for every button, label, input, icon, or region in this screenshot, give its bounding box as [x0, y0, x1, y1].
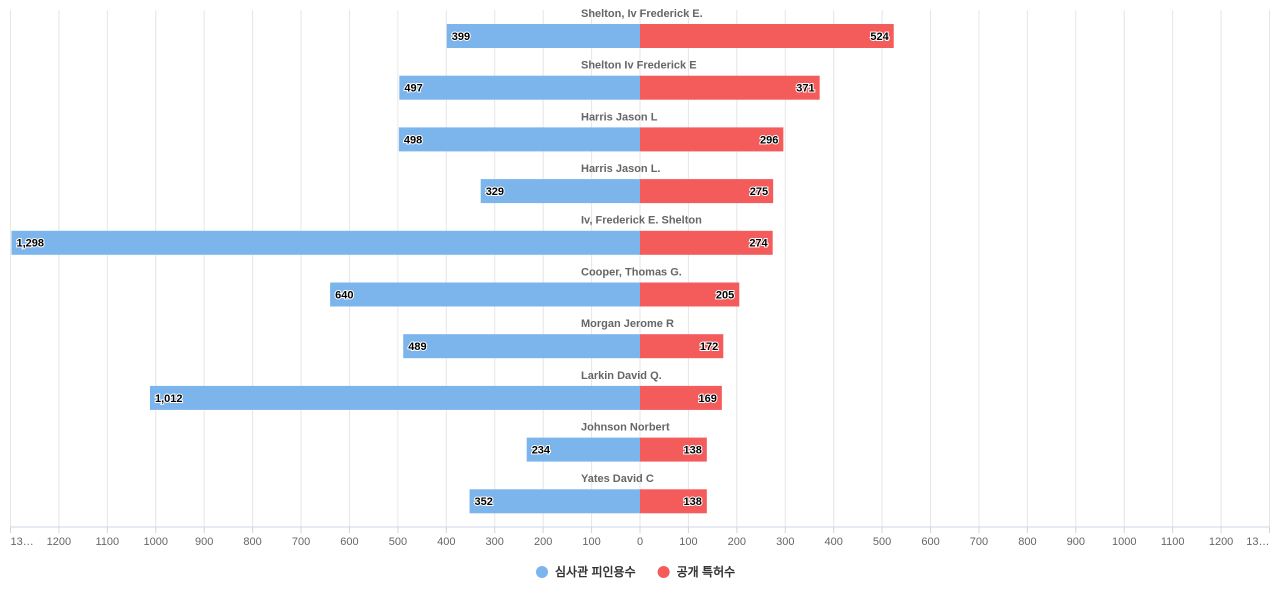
x-tick-label: 800 [243, 536, 261, 548]
value-label: 371 [796, 83, 814, 95]
x-tick-label: 13… [1246, 536, 1269, 548]
value-label: 329 [486, 186, 504, 198]
value-label: 1,012 [155, 393, 183, 405]
bar [640, 24, 894, 48]
bar [640, 179, 774, 204]
bar [469, 489, 640, 514]
category-label: Harris Jason L [581, 111, 658, 123]
category-label: Shelton Iv Frederick E [581, 60, 697, 72]
value-label: 234 [532, 445, 551, 457]
x-tick-label: 13… [11, 536, 34, 548]
legend-marker[interactable] [536, 566, 548, 578]
x-tick-label: 800 [1018, 536, 1036, 548]
x-tick-label: 600 [340, 536, 358, 548]
bar [640, 75, 820, 100]
value-label: 275 [750, 186, 768, 198]
bar [640, 385, 722, 410]
x-tick-label: 100 [582, 536, 600, 548]
value-label: 296 [760, 134, 778, 146]
value-label: 352 [475, 496, 493, 508]
category-label: Cooper, Thomas G. [581, 266, 682, 278]
bar [480, 179, 640, 204]
x-tick-label: 200 [534, 536, 552, 548]
value-label: 274 [749, 238, 768, 250]
x-tick-label: 100 [679, 536, 697, 548]
bar [330, 282, 640, 307]
value-label: 498 [404, 134, 422, 146]
bar [398, 127, 640, 152]
bar [640, 437, 707, 462]
category-label: Shelton, Iv Frederick E. [581, 8, 703, 20]
bar [446, 24, 640, 48]
x-tick-label: 300 [486, 536, 504, 548]
x-tick-label: 700 [970, 536, 988, 548]
x-tick-label: 200 [728, 536, 746, 548]
x-tick-label: 500 [389, 536, 407, 548]
bar [640, 127, 784, 152]
bar [11, 230, 641, 255]
bar [640, 282, 740, 307]
legend-label[interactable]: 심사관 피인용수 [555, 564, 636, 579]
category-label: Johnson Norbert [581, 422, 670, 434]
legend-marker[interactable] [657, 566, 670, 578]
x-tick-label: 900 [195, 536, 213, 548]
x-tick-label: 1200 [47, 536, 71, 548]
bar [526, 437, 640, 462]
value-label: 497 [404, 83, 422, 95]
x-tick-label: 0 [637, 536, 643, 548]
x-tick-label: 500 [873, 536, 891, 548]
x-tick-label: 300 [776, 536, 794, 548]
x-tick-label: 1200 [1209, 536, 1233, 548]
value-label: 524 [870, 31, 889, 43]
value-label: 138 [683, 445, 701, 457]
bar [403, 334, 640, 359]
x-tick-label: 700 [292, 536, 310, 548]
value-label: 399 [452, 31, 470, 43]
category-label: Larkin David Q. [581, 370, 662, 382]
legend-label[interactable]: 공개 특허수 [677, 564, 736, 579]
x-tick-label: 400 [437, 536, 455, 548]
x-tick-label: 1000 [144, 536, 168, 548]
value-label: 205 [716, 289, 734, 301]
bar [149, 385, 640, 410]
bar [640, 230, 773, 255]
x-tick-label: 1100 [96, 536, 120, 548]
category-label: Yates David C [581, 473, 654, 485]
category-label: Morgan Jerome R [581, 318, 674, 330]
x-tick-label: 1000 [1112, 536, 1136, 548]
x-tick-label: 600 [921, 536, 939, 548]
category-label: Harris Jason L. [581, 163, 660, 175]
value-label: 172 [700, 341, 718, 353]
category-label: Iv, Frederick E. Shelton [581, 215, 702, 227]
x-tick-label: 400 [825, 536, 843, 548]
x-tick-label: 900 [1067, 536, 1085, 548]
bar [640, 489, 707, 514]
bar [399, 75, 640, 100]
x-tick-label: 1100 [1161, 536, 1185, 548]
bar [640, 334, 724, 359]
value-label: 138 [683, 496, 701, 508]
value-label: 1,298 [16, 238, 44, 250]
value-label: 489 [408, 341, 426, 353]
value-label: 169 [698, 393, 716, 405]
value-label: 640 [335, 289, 353, 301]
